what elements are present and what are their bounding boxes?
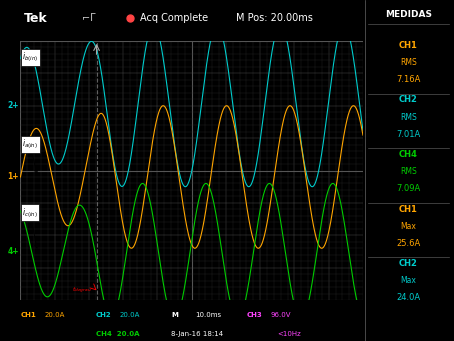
Text: CH2: CH2 [96,312,111,318]
Text: 24.0A: 24.0A [396,293,420,302]
Text: CH3: CH3 [247,312,262,318]
Text: 20.0A: 20.0A [120,312,140,318]
Text: CH1: CH1 [20,312,36,318]
Text: 96.0V: 96.0V [271,312,291,318]
Text: CH4  20.0A: CH4 20.0A [96,331,139,337]
Text: Acq Complete: Acq Complete [140,13,208,24]
Text: RMS: RMS [400,167,417,176]
Text: 7.16A: 7.16A [396,75,421,84]
Text: 8-Jan-16 18:14: 8-Jan-16 18:14 [171,331,223,337]
Text: 10.0ms: 10.0ms [195,312,221,318]
Text: Max: Max [400,276,416,285]
Text: CH1: CH1 [399,41,418,50]
Text: $i_{b(in)}$: $i_{b(in)}$ [22,50,38,66]
Text: $i_{a(in)}$: $i_{a(in)}$ [22,138,38,173]
Text: $t_{degrau}$: $t_{degrau}$ [72,286,91,296]
Text: CH2: CH2 [399,259,418,268]
Text: Max: Max [400,222,416,231]
Text: RMS: RMS [400,113,417,121]
Text: 7.01A: 7.01A [396,130,420,138]
Text: $i_{c(in)}$: $i_{c(in)}$ [22,206,38,248]
Text: M: M [171,312,178,318]
Text: 7.09A: 7.09A [396,184,420,193]
Text: 4+: 4+ [7,247,19,256]
Text: ⌐Γ: ⌐Γ [82,13,96,24]
Text: MEDIDAS: MEDIDAS [385,10,432,19]
Text: 25.6A: 25.6A [396,239,420,248]
Text: CH2: CH2 [399,95,418,104]
Text: CH4: CH4 [399,150,418,159]
Text: 1+: 1+ [7,173,19,181]
Text: <10Hz: <10Hz [277,331,301,337]
Text: Tek: Tek [24,12,48,25]
Text: RMS: RMS [400,58,417,67]
Text: M Pos: 20.00ms: M Pos: 20.00ms [236,13,313,24]
Text: 20.0A: 20.0A [44,312,65,318]
Text: CH1: CH1 [399,205,418,213]
Text: 2+: 2+ [7,101,19,110]
